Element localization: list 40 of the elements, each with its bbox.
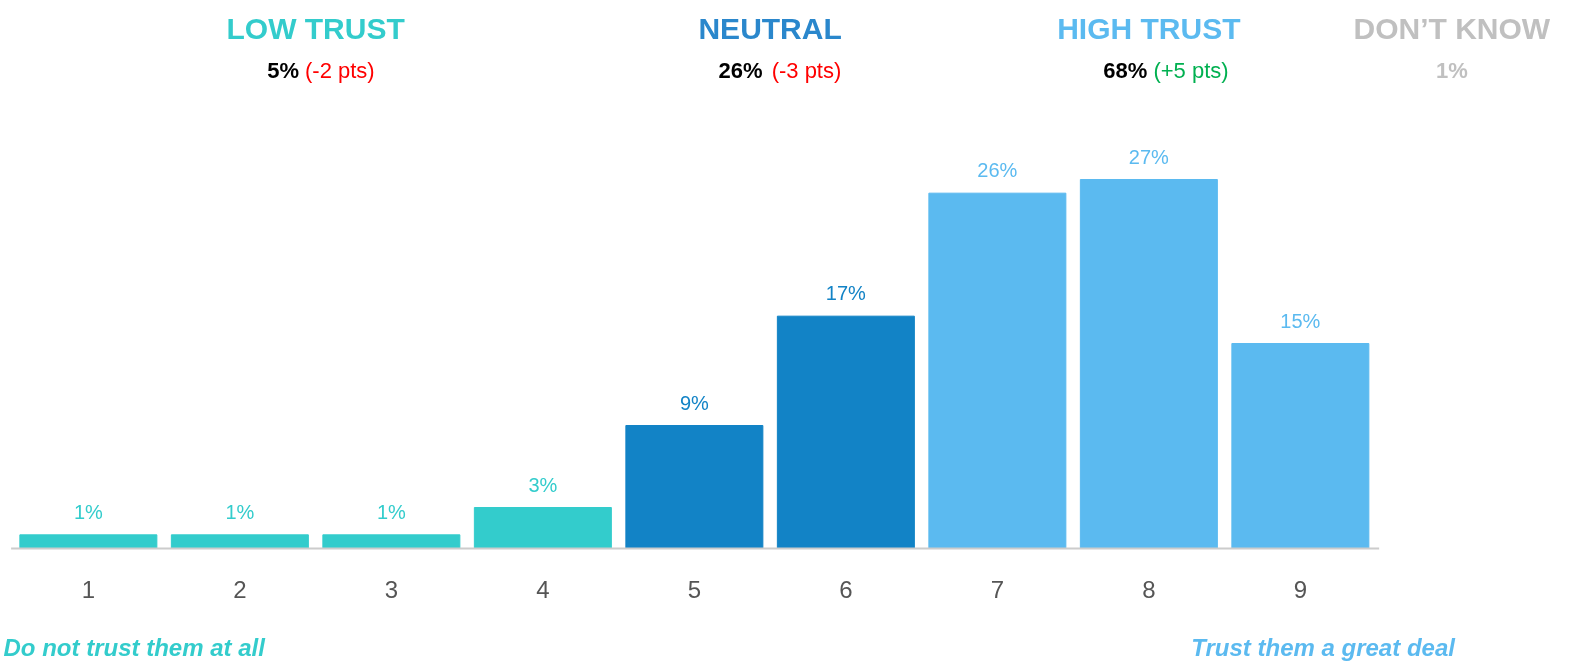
bar: [776, 315, 915, 549]
data-label: 1%: [73, 500, 104, 523]
bar: [1231, 343, 1370, 549]
data-label: 3%: [528, 473, 558, 496]
text: DON’T KNOW: [1353, 12, 1551, 45]
x-tick-label: 7: [990, 576, 1005, 603]
x-tick-label: 8: [1142, 576, 1156, 603]
text: 5%: [267, 58, 299, 83]
bar: [473, 507, 612, 549]
x-tick-label: 3: [384, 576, 399, 603]
x-tick-label: 6: [839, 576, 853, 603]
bar: [19, 534, 158, 549]
text: LOW TRUST: [226, 12, 405, 45]
data-label: 27%: [1128, 145, 1170, 168]
text: (+5 pts): [1153, 58, 1229, 83]
text: Do not trust them at all: [3, 634, 267, 661]
x-tick-label: 5: [687, 576, 702, 603]
data-label: 9%: [679, 391, 710, 414]
data-label: 1%: [225, 500, 255, 523]
text: 1%: [1435, 58, 1468, 83]
x-tick-label: 9: [1293, 576, 1308, 603]
bar: [928, 192, 1067, 549]
text: Trust them a great deal: [1191, 634, 1457, 661]
text: 68%: [1103, 58, 1148, 83]
x-tick-label: 4: [536, 576, 550, 603]
bar: [170, 534, 309, 549]
text: (-2 pts): [305, 58, 375, 83]
bar: [1079, 179, 1218, 549]
data-label: 17%: [825, 282, 867, 305]
text: 26%: [718, 58, 763, 83]
text: NEUTRAL: [698, 12, 842, 45]
data-label: 1%: [376, 500, 407, 523]
data-label: 15%: [1280, 309, 1321, 332]
bar: [625, 425, 764, 549]
x-tick-label: 1: [81, 576, 96, 603]
text: (-3 pts): [771, 58, 842, 83]
bar: [322, 534, 461, 549]
data-label: 26%: [977, 159, 1018, 182]
x-tick-label: 2: [233, 576, 247, 603]
text: HIGH TRUST: [1057, 12, 1241, 45]
